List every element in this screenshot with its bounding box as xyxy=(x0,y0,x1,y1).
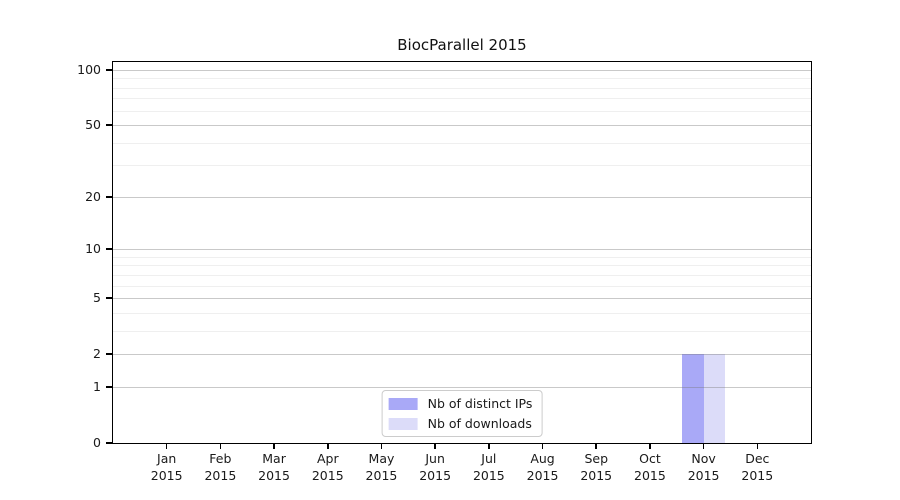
gridline-major xyxy=(113,249,811,251)
x-axis-tick xyxy=(702,443,705,449)
x-axis-tick xyxy=(756,443,759,449)
gridline-major xyxy=(113,354,811,356)
gridline-minor xyxy=(113,142,811,144)
legend-entry: Nb of distinct IPs xyxy=(388,396,533,411)
x-tick-label: Aug 2015 xyxy=(526,451,559,483)
legend-label: Nb of downloads xyxy=(427,416,532,431)
x-tick-label: Jul 2015 xyxy=(472,451,505,483)
gridline-minor xyxy=(113,274,811,276)
bar-nb-of-distinct-ips xyxy=(682,354,704,443)
x-axis-tick xyxy=(434,443,436,449)
x-axis-tick xyxy=(541,443,544,449)
y-axis-tick xyxy=(106,442,113,444)
y-tick-label: 50 xyxy=(85,117,101,133)
y-axis-tick xyxy=(106,248,113,250)
y-axis-tick xyxy=(106,386,113,388)
x-axis-tick xyxy=(219,443,222,449)
gridline-minor xyxy=(113,87,811,89)
x-tick-label: Jun 2015 xyxy=(419,451,452,483)
gridline-minor xyxy=(113,256,811,258)
plot-area: Nb of distinct IPs Nb of downloads xyxy=(113,62,811,443)
gridline-minor xyxy=(113,285,811,287)
y-axis-tick xyxy=(106,196,113,198)
x-axis-tick xyxy=(273,443,275,449)
legend-label: Nb of distinct IPs xyxy=(427,396,533,411)
x-tick-label: Dec 2015 xyxy=(741,451,774,483)
x-axis-tick xyxy=(595,443,597,449)
y-tick-label: 100 xyxy=(77,62,101,77)
y-axis-tick xyxy=(106,353,113,355)
x-tick-label: Mar 2015 xyxy=(258,451,290,483)
gridline-minor xyxy=(113,265,811,267)
gridline-major xyxy=(113,125,811,127)
x-tick-label: May 2015 xyxy=(365,451,398,483)
x-axis-tick xyxy=(380,443,383,449)
chart-title: BiocParallel 2015 xyxy=(397,36,527,54)
legend-swatch-icon xyxy=(388,397,418,410)
gridline-major xyxy=(113,196,811,198)
legend-entry: Nb of downloads xyxy=(388,416,533,431)
y-axis-tick xyxy=(106,297,113,299)
x-tick-label: Nov 2015 xyxy=(687,451,720,483)
x-axis-tick xyxy=(649,443,651,449)
x-tick-label: Feb 2015 xyxy=(204,451,237,483)
gridline-minor xyxy=(113,78,811,80)
gridline-minor xyxy=(113,312,811,314)
y-axis-tick xyxy=(106,69,113,71)
x-tick-label: Apr 2015 xyxy=(311,451,344,483)
gridline-minor xyxy=(113,165,811,167)
gridline-minor xyxy=(113,330,811,332)
y-tick-label: 10 xyxy=(85,241,101,257)
y-axis-tick xyxy=(106,124,113,126)
gridline-minor xyxy=(113,110,811,112)
x-tick-label: Oct 2015 xyxy=(634,451,666,483)
x-tick-label: Sep 2015 xyxy=(580,451,613,483)
x-axis-tick xyxy=(327,443,329,449)
gridline-major xyxy=(113,298,811,300)
y-tick-label: 0 xyxy=(93,435,101,450)
gridline-major xyxy=(113,70,811,71)
x-axis-tick xyxy=(488,443,490,449)
legend-swatch-icon xyxy=(388,417,418,430)
x-axis-tick xyxy=(165,443,168,449)
x-tick-label: Jan 2015 xyxy=(150,451,183,483)
legend: Nb of distinct IPs Nb of downloads xyxy=(381,390,543,437)
y-tick-label: 5 xyxy=(93,290,101,306)
y-tick-label: 2 xyxy=(93,346,101,362)
y-tick-label: 1 xyxy=(93,378,101,394)
y-tick-label: 20 xyxy=(85,188,101,204)
gridline-major xyxy=(113,386,811,388)
bar-nb-of-downloads xyxy=(703,354,726,443)
gridline-minor xyxy=(113,98,811,100)
